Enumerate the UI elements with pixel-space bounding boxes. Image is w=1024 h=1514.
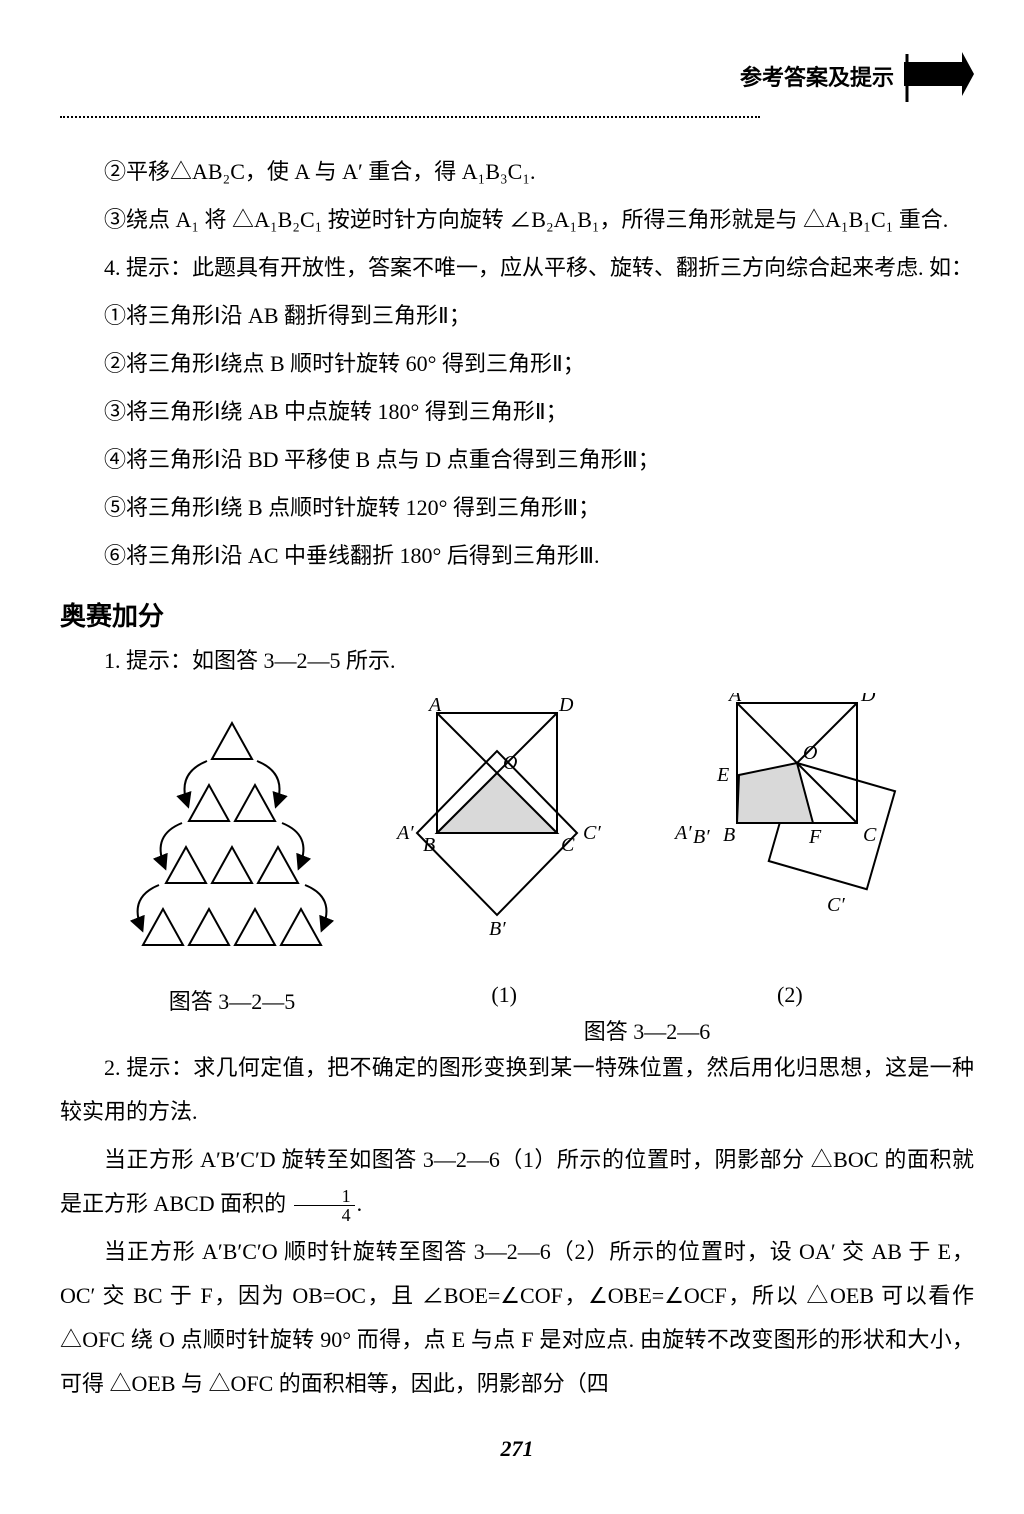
page: 参考答案及提示 ②平移△AB₂C，使 A 与 A′ 重合，得 A₁B₃C₁. ③… (0, 0, 1024, 1514)
figure-3-2-6: A D B C O A′ B′ C′ (377, 693, 917, 1046)
svg-text:O: O (803, 742, 817, 764)
problem-2: 2. 提示：求几何定值，把不确定的图形变换到某一特殊位置，然后用化归思想，这是一… (60, 1046, 974, 1134)
svg-text:C: C (863, 824, 877, 846)
frac-num: 1 (294, 1187, 355, 1206)
q4-intro: 4. 提示：此题具有开放性，答案不唯一，应从平移、旋转、翻折三方向综合起来考虑.… (60, 246, 974, 290)
fraction-1-4: 14 (294, 1187, 355, 1224)
bookmark-arrow-icon (904, 52, 974, 122)
problem-2-cont2: 当正方形 A′B′C′O 顺时针旋转至图答 3—2—6（2）所示的位置时，设 O… (60, 1230, 974, 1406)
text-line: ③绕点 A₁ 将 △A₁B₂C₁ 按逆时针方向旋转 ∠B₂A₁B₁，所得三角形就… (60, 198, 974, 242)
q4-item: ④将三角形Ⅰ沿 BD 平移使 B 点与 D 点重合得到三角形Ⅲ； (60, 438, 974, 482)
q4-item: ⑤将三角形Ⅰ绕 B 点顺时针旋转 120° 得到三角形Ⅲ； (60, 486, 974, 530)
q4-item: ③将三角形Ⅰ绕 AB 中点旋转 180° 得到三角形Ⅱ； (60, 390, 974, 434)
problem-2-cont: 当正方形 A′B′C′D 旋转至如图答 3—2—6（1）所示的位置时，阴影部分 … (60, 1138, 974, 1226)
svg-text:D: D (558, 694, 574, 716)
dotted-divider (60, 116, 760, 118)
svg-text:B: B (723, 824, 735, 846)
sub-captions: (1) (2) (377, 982, 917, 1008)
svg-text:A: A (727, 693, 742, 706)
svg-text:B′: B′ (693, 826, 710, 848)
p3a-text: 当正方形 A′B′C′D 旋转至如图答 3—2—6（1）所示的位置时，阴影部分 … (60, 1147, 974, 1216)
subfig-1-label: (1) (491, 982, 517, 1008)
q4-item: ①将三角形Ⅰ沿 AB 翻折得到三角形Ⅱ； (60, 294, 974, 338)
header-title: 参考答案及提示 (740, 60, 894, 92)
figure-3-2-5: 图答 3—2—5 (117, 693, 347, 1046)
svg-text:F: F (808, 826, 822, 848)
svg-text:A: A (427, 694, 442, 716)
svg-text:C: C (561, 834, 575, 856)
svg-text:A′: A′ (395, 822, 414, 844)
page-header: 参考答案及提示 (60, 60, 974, 150)
svg-text:O: O (503, 752, 517, 774)
svg-text:B: B (423, 834, 435, 856)
section-heading: 奥赛加分 (60, 596, 974, 633)
triangle-pyramid-icon (117, 693, 347, 973)
svg-text:A′: A′ (673, 822, 692, 844)
text-line: ②平移△AB₂C，使 A 与 A′ 重合，得 A₁B₃C₁. (60, 150, 974, 194)
figure-caption: 图答 3—2—5 (117, 984, 347, 1016)
subfig-2-label: (2) (777, 982, 803, 1008)
squares-diagram-icon: A D B C O A′ B′ C′ (377, 693, 917, 973)
q4-item: ②将三角形Ⅰ绕点 B 顺时针旋转 60° 得到三角形Ⅱ； (60, 342, 974, 386)
svg-text:D: D (860, 693, 876, 706)
page-number: 271 (60, 1436, 974, 1462)
svg-text:E: E (716, 764, 729, 786)
svg-text:B′: B′ (489, 918, 506, 940)
svg-text:C′: C′ (827, 894, 845, 916)
svg-text:C′: C′ (583, 822, 601, 844)
q4-item: ⑥将三角形Ⅰ沿 AC 中垂线翻折 180° 后得到三角形Ⅲ. (60, 534, 974, 578)
frac-den: 4 (294, 1206, 355, 1224)
figure-caption: 图答 3—2—6 (377, 1014, 917, 1046)
figures-row: 图答 3—2—5 A D B (60, 693, 974, 1046)
problem-1: 1. 提示：如图答 3—2—5 所示. (60, 639, 974, 683)
